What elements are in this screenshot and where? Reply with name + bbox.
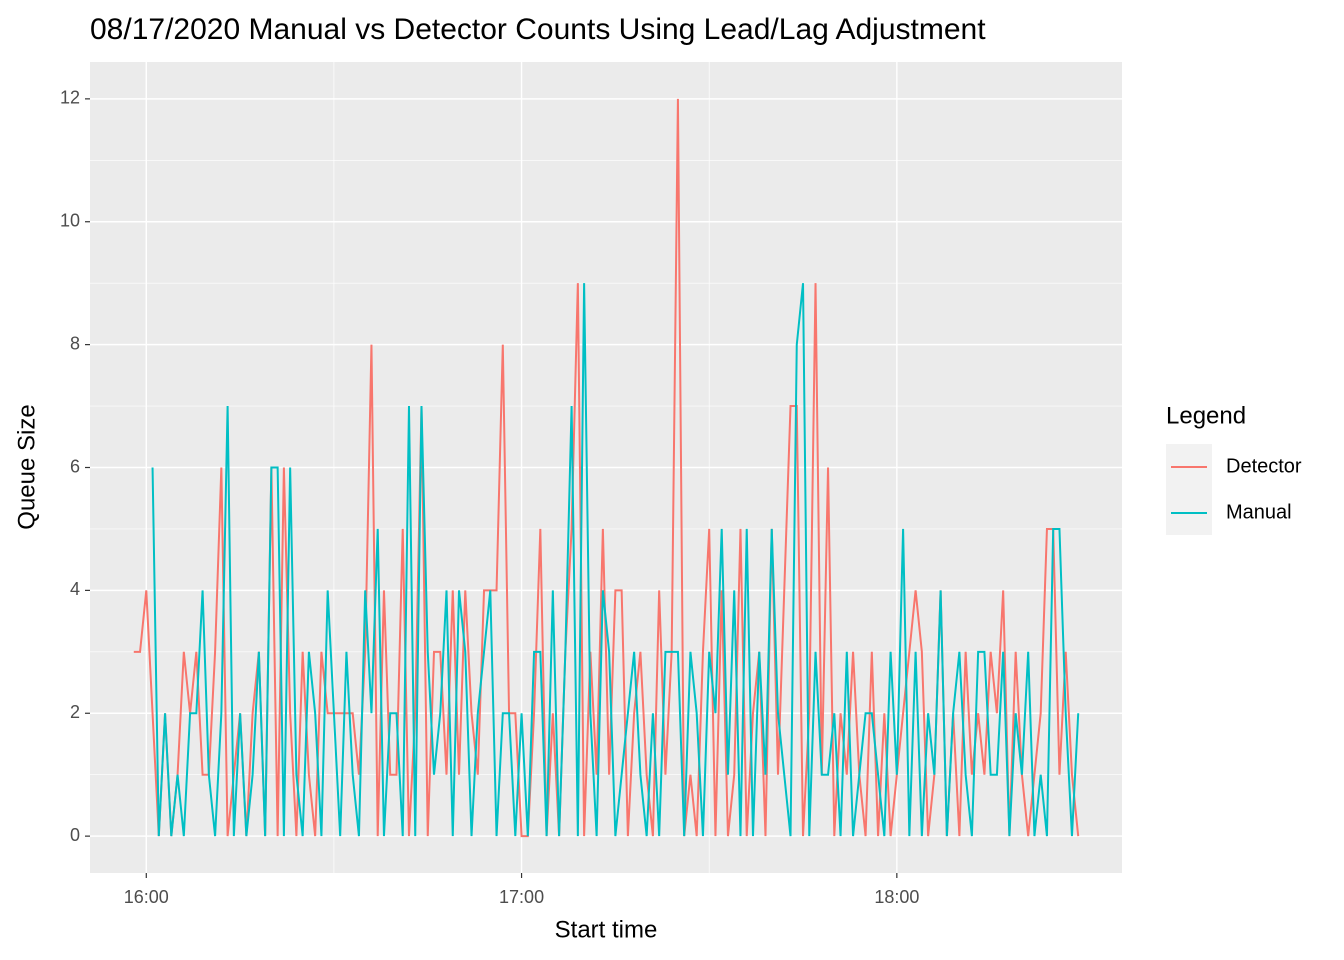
legend-key-bg [1166, 444, 1212, 535]
y-tick-label: 4 [70, 579, 80, 599]
x-tick-label: 16:00 [124, 887, 169, 907]
legend-label: Manual [1226, 501, 1292, 523]
chart-title: 08/17/2020 Manual vs Detector Counts Usi… [90, 13, 986, 46]
legend-title: Legend [1166, 402, 1246, 429]
y-tick-label: 10 [60, 210, 80, 230]
series-line [151, 283, 1080, 837]
y-tick-label: 12 [60, 88, 80, 108]
x-axis-title: Start time [555, 916, 658, 943]
y-tick-label: 0 [70, 825, 80, 845]
y-axis-title: Queue Size [13, 404, 40, 529]
y-tick-label: 6 [70, 456, 80, 476]
x-tick-label: 18:00 [874, 887, 919, 907]
x-tick-label: 17:00 [499, 887, 544, 907]
series-line [133, 98, 1080, 838]
y-tick-label: 8 [70, 333, 80, 353]
legend-label: Detector [1226, 455, 1302, 477]
y-tick-label: 2 [70, 702, 80, 722]
